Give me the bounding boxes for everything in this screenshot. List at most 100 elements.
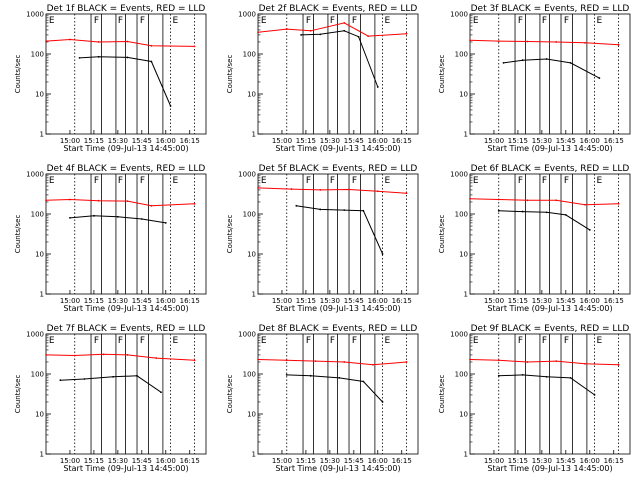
data-point-lld [126, 200, 129, 203]
region-label: F [564, 336, 569, 346]
series-line-events [60, 375, 162, 393]
y-tick-label: 1 [40, 131, 44, 139]
y-tick-label: 10 [459, 251, 468, 259]
data-point-events [164, 221, 167, 224]
region-label: F [352, 176, 357, 186]
x-tick-label: 16:15 [392, 137, 412, 145]
x-tick-label: 16:00 [156, 297, 176, 305]
data-point-events [140, 218, 143, 220]
data-point-events [588, 229, 591, 231]
data-point-lld [617, 43, 620, 46]
x-tick-label: 15:15 [84, 457, 104, 465]
data-point-lld [617, 202, 620, 205]
panel-title: Det 7f BLACK = Events, RED = LLD [47, 324, 206, 334]
region-label: F [118, 176, 123, 186]
data-point-lld [372, 363, 374, 366]
y-tick-label: 10 [247, 91, 256, 99]
x-tick-label: 15:00 [60, 297, 80, 305]
data-point-lld [150, 204, 153, 207]
data-point-events [381, 401, 384, 403]
x-tick-label: 16:00 [156, 457, 176, 465]
y-tick-label: 100 [243, 371, 256, 379]
data-point-lld [309, 29, 312, 32]
data-point-events [598, 77, 601, 79]
series-line-events [498, 210, 591, 231]
x-tick-label: 16:00 [368, 457, 388, 465]
x-tick-label: 15:30 [108, 457, 128, 465]
region-label: F [94, 176, 99, 186]
region-label: F [542, 176, 547, 186]
y-tick-label: 100 [31, 371, 44, 379]
y-tick-label: 1 [464, 131, 468, 139]
x-axis-label: Start Time (09-Jul-13 14:45:00) [275, 464, 400, 473]
y-axis-label: Counts/sec [438, 375, 446, 414]
data-point-events [545, 375, 548, 378]
x-tick-label: 15:15 [508, 137, 528, 145]
panel-title: Det 4f BLACK = Events, RED = LLD [47, 164, 206, 174]
data-point-events [69, 216, 71, 219]
region-label: F [542, 16, 547, 26]
data-point-lld [193, 359, 196, 362]
x-tick-label: 16:15 [392, 297, 412, 305]
data-point-events [497, 374, 500, 377]
data-point-lld [69, 38, 71, 41]
x-tick-label: 16:15 [180, 457, 200, 465]
x-tick-label: 15:45 [556, 297, 576, 305]
series-line-lld [257, 187, 407, 194]
x-tick-label: 16:00 [580, 297, 600, 305]
y-axis-label: Counts/sec [226, 215, 234, 254]
y-tick-label: 100 [455, 211, 468, 219]
x-axis-label: Start Time (09-Jul-13 14:45:00) [63, 144, 188, 153]
data-point-lld [348, 188, 350, 191]
y-tick-label: 1000 [450, 171, 468, 179]
y-tick-label: 100 [31, 211, 44, 219]
region-label: F [518, 176, 523, 186]
x-axis-label: Start Time (09-Jul-13 14:45:00) [487, 464, 612, 473]
data-point-events [362, 380, 365, 383]
data-point-lld [469, 39, 471, 42]
x-axis-label: Start Time (09-Jul-13 14:45:00) [63, 304, 188, 313]
panel-title: Det 1f BLACK = Events, RED = LLD [47, 4, 206, 14]
plot-frame [45, 173, 207, 295]
x-tick-label: 16:00 [156, 137, 176, 145]
region-label: E [261, 336, 267, 346]
panel-det-5: Det 5f BLACK = Events, RED = LLD 1 10 100 10… [226, 164, 419, 313]
data-point-lld [584, 41, 586, 44]
region-label: E [473, 336, 479, 346]
series-line-lld [45, 353, 195, 361]
y-tick-label: 10 [35, 91, 44, 99]
data-point-lld [526, 40, 529, 43]
data-point-lld [257, 358, 259, 361]
panel-det-4: Det 4f BLACK = Events, RED = LLD 1 10 100 10… [14, 164, 207, 313]
x-axis-label: Start Time (09-Jul-13 14:45:00) [487, 304, 612, 313]
data-point-lld [343, 361, 346, 363]
data-point-events [545, 211, 548, 214]
data-point-lld [405, 32, 408, 35]
data-point-lld [126, 354, 129, 356]
data-point-events [112, 375, 114, 378]
region-label: F [564, 16, 569, 26]
data-point-events [343, 29, 346, 32]
region-label: F [140, 336, 145, 346]
data-point-events [285, 373, 288, 376]
x-tick-label: 15:30 [320, 137, 340, 145]
x-tick-label: 15:15 [508, 457, 528, 465]
data-point-events [569, 376, 572, 379]
x-tick-label: 15:00 [484, 297, 504, 305]
x-tick-label: 15:15 [508, 297, 528, 305]
panel-det-7: Det 7f BLACK = Events, RED = LLD 1 10 100 10… [14, 324, 207, 473]
x-tick-label: 15:30 [320, 457, 340, 465]
data-point-lld [290, 188, 293, 190]
region-label: E [172, 336, 178, 346]
data-point-events [521, 373, 524, 376]
series-line-lld [469, 39, 619, 46]
region-label: F [306, 16, 311, 26]
region-label: F [518, 16, 523, 26]
data-point-events [502, 61, 505, 64]
data-point-lld [193, 202, 196, 205]
data-point-events [319, 208, 322, 211]
series-line-lld [257, 22, 407, 37]
data-point-lld [526, 199, 529, 202]
data-point-lld [405, 361, 408, 363]
